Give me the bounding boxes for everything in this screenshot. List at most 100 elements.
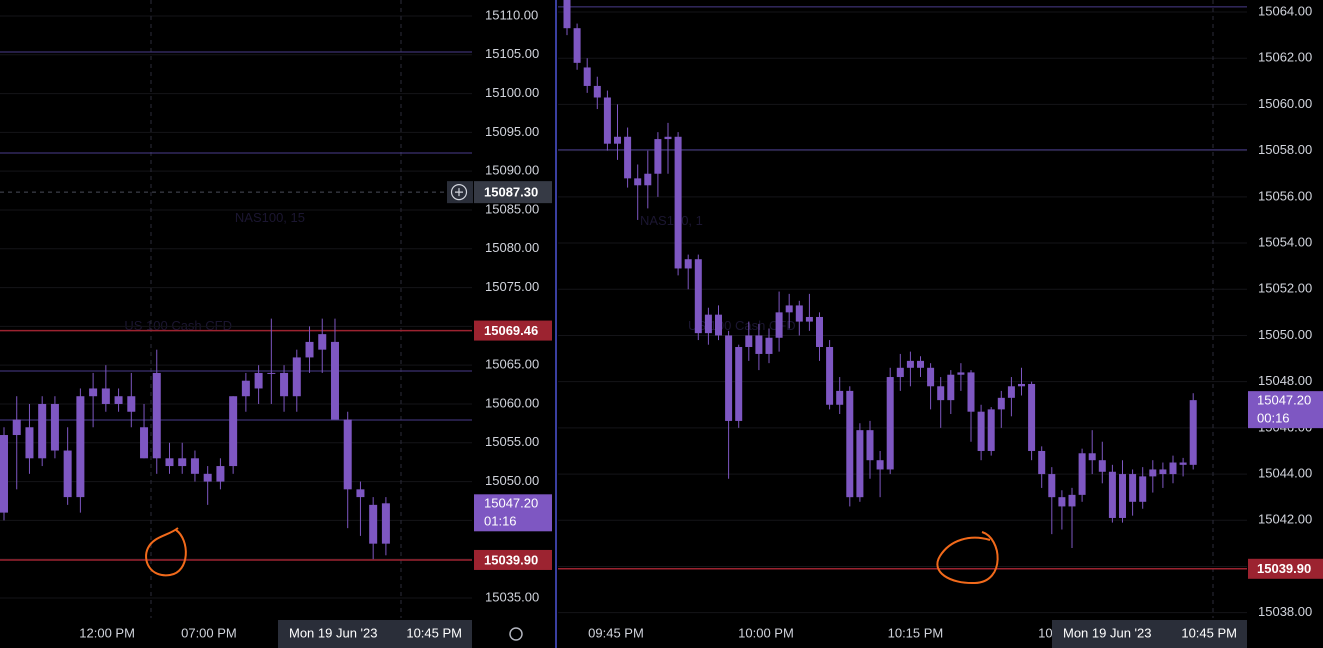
countdown-label: 01:16 [484,514,517,529]
candle-body [715,314,722,336]
candle-body [1068,494,1076,507]
candle-body [917,360,924,368]
candle-body [1058,497,1066,507]
level-label: 15039.90 [484,552,538,567]
candle-body [1189,400,1197,465]
candle-body [927,367,935,387]
y-tick-label: 15052.00 [1258,281,1312,296]
annotation-circle [936,531,999,585]
candle-body [152,372,161,459]
y-tick-label: 15110.00 [485,7,538,22]
y-tick-label: 15062.00 [1258,50,1312,65]
y-tick-label: 15095.00 [485,124,539,139]
candle-body [805,316,813,322]
candle-body [1038,450,1046,475]
settings-icon[interactable] [509,627,523,641]
candle-body [1098,460,1106,472]
candle-body [856,430,864,498]
y-tick-label: 15085.00 [485,201,539,216]
x-tick-label: 09:45 PM [588,625,644,640]
candle-body [89,388,98,397]
candle-body [1018,383,1025,387]
level-label: 15039.90 [1257,561,1311,576]
candle-body [0,435,8,513]
candle-body [140,427,149,459]
candle-body [1159,469,1167,475]
watermark-title: NAS100, 1 [640,213,703,228]
candle-body [836,390,844,405]
candle-body [785,305,793,313]
candle-body [886,377,894,470]
candle-body [684,259,692,269]
candle-body [114,396,123,404]
candle-body [603,97,611,144]
candle-body [292,357,301,397]
candle-body [216,466,225,482]
annotation-circle [145,527,187,577]
candle-body [816,316,823,348]
y-tick-label: 15054.00 [1258,234,1312,249]
candle-body [906,360,914,368]
y-tick-label: 15060.00 [1258,96,1312,111]
candle-body [876,460,884,470]
candle-body [664,136,672,140]
candle-body [38,403,47,459]
candle-body [369,504,378,544]
y-tick-label: 15042.00 [1258,512,1312,527]
add-icon[interactable] [455,188,463,197]
candle-body [330,341,339,420]
candle-body [165,458,174,467]
candle-body [573,28,581,63]
candle-body [755,335,763,354]
candle-body [1078,453,1086,495]
candle-body [381,503,390,544]
y-tick-label: 15060.00 [485,395,539,410]
candle-body [967,372,975,412]
candle-body [624,136,632,179]
y-tick-label: 15105.00 [485,46,539,61]
x-tick-label: 10:15 PM [888,625,944,640]
candle-body [1048,474,1056,498]
candle-body [775,312,783,338]
candle-body [356,489,365,498]
y-tick-label: 15080.00 [485,240,539,255]
y-tick-label: 15048.00 [1258,373,1312,388]
candle-body [644,173,652,186]
price-badge [1248,391,1323,429]
candle-body [674,136,682,269]
y-tick-label: 15100.00 [485,85,539,100]
candle-body [563,0,571,29]
candle-body [1007,386,1015,398]
candle-body [947,374,955,401]
watermark-title: NAS100, 15 [235,210,305,225]
candle-body [826,347,834,405]
y-tick-label: 15090.00 [485,163,539,178]
date-badge [1052,620,1247,648]
level-badge [474,320,552,341]
candle-body [1169,462,1177,475]
candle-body [190,458,199,474]
level-badge [474,549,552,570]
add-button[interactable] [450,184,468,201]
time-label: 10:45 PM [406,625,462,640]
candle-body [127,396,136,412]
candle-body [735,347,743,421]
level-label: 15069.46 [484,323,538,338]
candle-body [1179,462,1187,465]
candle-body [593,85,601,98]
candle-body [1028,383,1036,451]
candle-body [694,259,702,334]
candle-body [241,380,250,397]
candle-body [254,372,263,389]
candle-body [583,67,591,86]
candle-body [1139,476,1147,502]
x-tick-label: 10:00 PM [738,625,794,640]
candle-body [725,335,733,421]
plot-area: NAS100, 1US 100 Cash CFD [558,0,1247,618]
candle-body [866,430,874,461]
candle-body [957,372,965,375]
x-tick-label: 07:00 PM [181,625,237,640]
y-tick-label: 15056.00 [1258,188,1312,203]
